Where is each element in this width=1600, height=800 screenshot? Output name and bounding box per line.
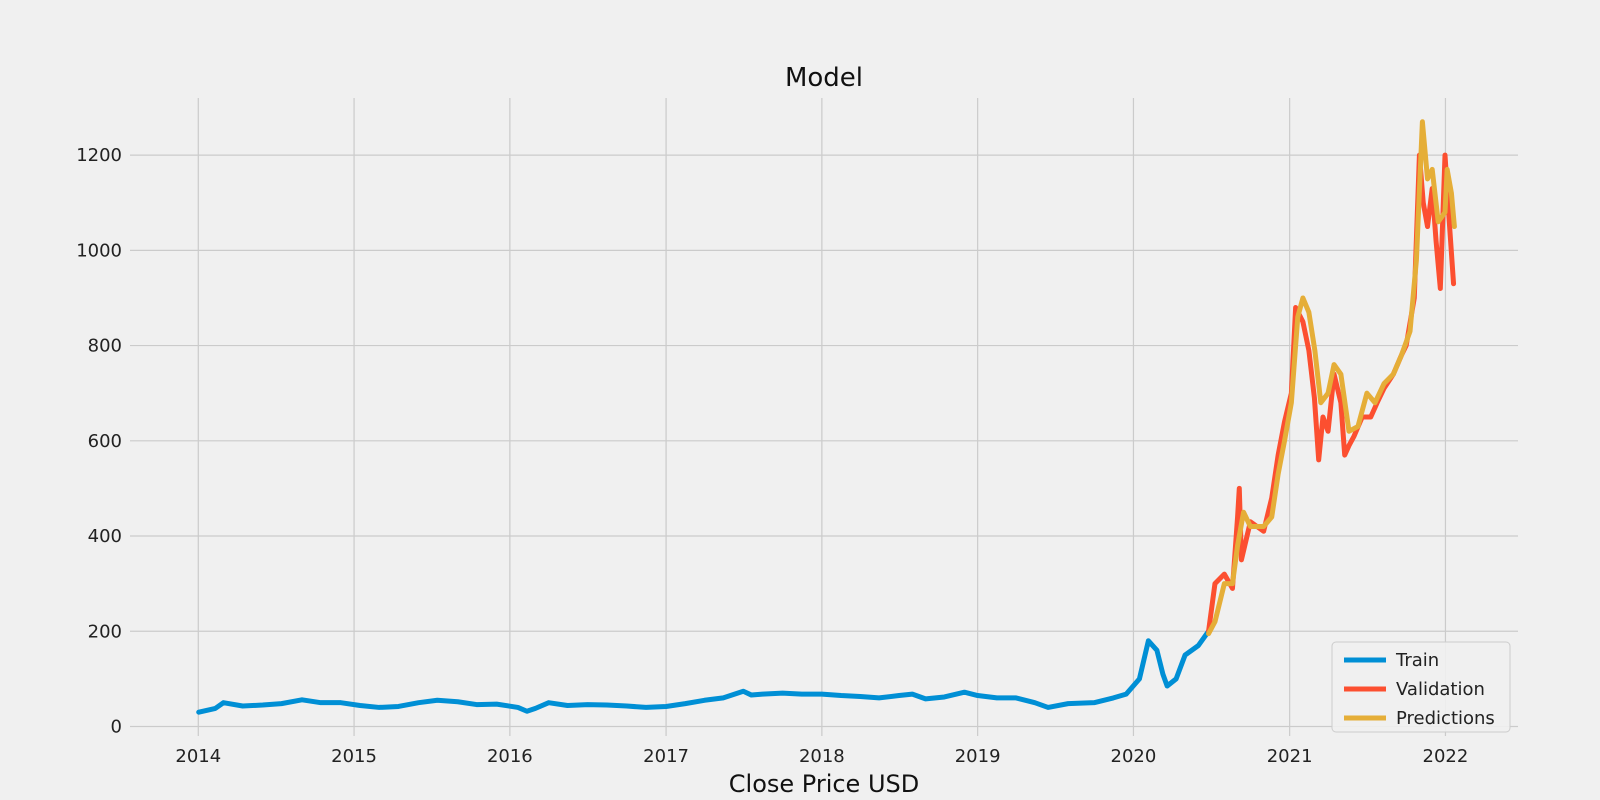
legend: Train Validation Predictions [1331,641,1511,733]
x-axis-label: Close Price USD [729,770,919,798]
series-line-predictions [1206,119,1457,637]
y-tick-label: 600 [88,431,122,452]
y-tick-label: 0 [111,716,122,737]
x-tick-label: 2021 [1267,746,1313,767]
x-tick-label: 2020 [1111,746,1157,767]
x-tick-label: 2019 [955,746,1001,767]
legend-label-train: Train [1395,650,1439,671]
y-tick-label: 800 [88,336,122,357]
legend-box [1331,641,1511,733]
chart-title: Model [785,63,863,93]
y-tick-label: 400 [88,526,122,547]
x-tick-label: 2015 [331,746,377,767]
y-tick-label: 1200 [76,145,122,166]
legend-label-validation: Validation [1396,679,1485,700]
tick-layer: 2014 2015 2016 2017 2018 2019 2020 2021 2022 0 200… [76,145,1468,767]
x-tick-label: 2014 [175,746,221,767]
series-layer [196,119,1457,715]
legend-label-predictions: Predictions [1396,708,1495,729]
y-tick-label: 200 [88,621,122,642]
x-tick-label: 2017 [643,746,689,767]
series-line-train [196,628,1212,715]
x-tick-label: 2018 [799,746,845,767]
x-tick-label: 2022 [1423,746,1469,767]
x-tick-label: 2016 [487,746,533,767]
y-tick-label: 1000 [76,240,122,261]
